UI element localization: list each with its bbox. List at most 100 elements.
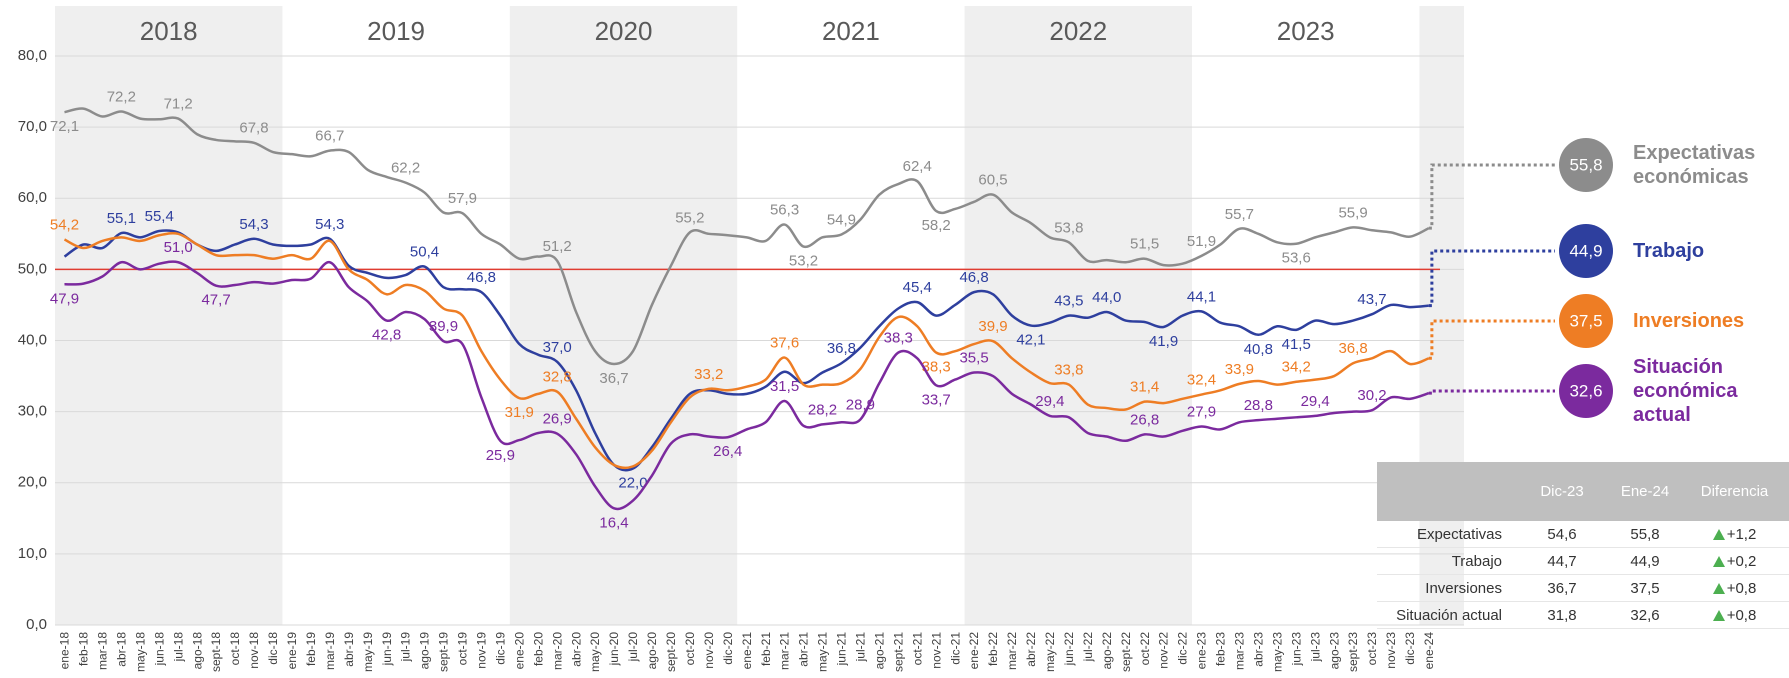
legend-entry: Inversiones [1633, 310, 1745, 332]
data-label: 34,2 [1282, 359, 1311, 376]
data-label: 43,5 [1054, 293, 1083, 310]
legend-entry: Expectativas económicas [1633, 142, 1756, 188]
data-label: 41,5 [1282, 336, 1311, 353]
data-label: 62,4 [903, 158, 932, 175]
data-label: 37,0 [543, 339, 572, 356]
data-label: 33,8 [1054, 362, 1083, 379]
data-label: 42,8 [372, 327, 401, 344]
year-label: 2018 [140, 16, 198, 46]
data-label: 40,8 [1244, 341, 1273, 358]
x-tick-label: jun-22 [1062, 632, 1076, 667]
x-tick-label: ago-22 [1100, 632, 1114, 670]
data-label: 35,5 [959, 349, 988, 366]
x-tick-label: feb-18 [77, 632, 91, 666]
data-label: 28,9 [846, 396, 875, 413]
data-label: 72,2 [107, 88, 136, 105]
table-header: Dic-23 Ene-24 Diferencia [1377, 462, 1789, 521]
x-tick-label: dic-20 [721, 632, 735, 665]
x-tick-label: mar-22 [1005, 632, 1019, 670]
y-tick-label: 70,0 [18, 118, 47, 135]
x-tick-label: sept-19 [437, 632, 451, 672]
data-label: 55,1 [107, 210, 136, 227]
x-tick-label: dic-21 [948, 632, 962, 665]
data-label: 37,6 [770, 335, 799, 352]
data-label: 55,4 [145, 208, 174, 225]
data-label: 26,8 [1130, 411, 1159, 428]
data-label: 32,8 [543, 369, 572, 386]
x-tick-label: sept-18 [209, 632, 223, 672]
end-value: 32,6 [1569, 381, 1602, 400]
end-marker [1559, 138, 1613, 192]
x-tick-label: jun-19 [380, 632, 394, 667]
table-row: Situación actual 31,8 32,6 +0,8 [1377, 601, 1789, 629]
data-label: 53,2 [789, 253, 818, 270]
header-cell: Dic-23 [1514, 462, 1610, 521]
data-label: 72,1 [50, 118, 79, 135]
x-tick-label: oct-21 [910, 632, 924, 666]
data-label: 55,2 [675, 209, 704, 226]
x-tick-label: oct-18 [228, 632, 242, 666]
year-label: 2021 [822, 16, 880, 46]
cell: 36,7 [1514, 574, 1610, 602]
line [63, 229, 1429, 472]
y-tick-label: 10,0 [18, 545, 47, 562]
data-label: 60,5 [978, 172, 1007, 189]
table-row: Inversiones 36,7 37,5 +0,8 [1377, 574, 1789, 602]
y-tick-label: 50,0 [18, 260, 47, 277]
data-label: 28,2 [808, 401, 837, 418]
cell: 44,7 [1514, 547, 1610, 575]
y-tick-label: 0,0 [26, 616, 47, 633]
data-label: 47,9 [50, 290, 79, 307]
data-label: 46,8 [467, 269, 496, 286]
x-tick-label: feb-23 [1214, 632, 1228, 666]
x-tick-label: may-19 [361, 632, 375, 672]
x-tick-label: oct-19 [456, 632, 470, 666]
data-label: 62,2 [391, 160, 420, 177]
x-tick-label: ago-20 [645, 632, 659, 670]
data-label: 43,7 [1357, 291, 1386, 308]
up-arrow [1712, 610, 1725, 622]
header-cell [1377, 462, 1514, 521]
data-label: 25,9 [486, 447, 515, 464]
year-label: 2019 [367, 16, 425, 46]
x-tick-label: jun-20 [607, 632, 621, 667]
x-tick-label: ago-21 [872, 632, 886, 670]
data-label: 58,2 [922, 217, 951, 234]
x-tick-label: jul-20 [626, 632, 640, 663]
data-label: 56,3 [770, 202, 799, 219]
x-tick-label: abr-20 [569, 632, 583, 667]
x-tick-label: mar-21 [778, 632, 792, 670]
cell: 44,9 [1610, 547, 1680, 575]
cell: 37,5 [1610, 574, 1680, 602]
y-tick-label: 80,0 [18, 47, 47, 64]
data-label: 53,6 [1282, 250, 1311, 267]
data-label: 39,9 [978, 318, 1007, 335]
x-tick-label: abr-23 [1251, 632, 1265, 667]
data-label: 33,9 [1225, 361, 1254, 378]
cell: +0,2 [1680, 547, 1789, 575]
cell: +0,8 [1680, 574, 1789, 602]
x-tick-label: oct-22 [1138, 632, 1152, 666]
year-band [55, 6, 283, 625]
line [64, 260, 1430, 511]
x-tick-label: feb-20 [531, 632, 545, 666]
x-tick-label: jul-23 [1308, 632, 1322, 663]
end-marker [1559, 364, 1613, 418]
x-tick-label: abr-21 [797, 632, 811, 667]
data-label: 51,2 [543, 238, 572, 255]
end-marker [1559, 294, 1613, 348]
x-tick-label: ene-21 [740, 632, 754, 670]
data-label: 16,4 [599, 514, 628, 531]
data-label: 36,8 [1338, 340, 1367, 357]
x-tick-label: jul-18 [171, 632, 185, 663]
x-tick-label: sept-20 [664, 632, 678, 672]
x-tick-label: jun-21 [835, 632, 849, 667]
cell: 55,8 [1610, 521, 1680, 548]
data-label: 44,0 [1092, 289, 1121, 306]
year-band [509, 6, 738, 625]
data-label: 26,9 [543, 411, 572, 428]
x-tick-label: dic-22 [1176, 632, 1190, 665]
data-label: 36,8 [827, 340, 856, 357]
